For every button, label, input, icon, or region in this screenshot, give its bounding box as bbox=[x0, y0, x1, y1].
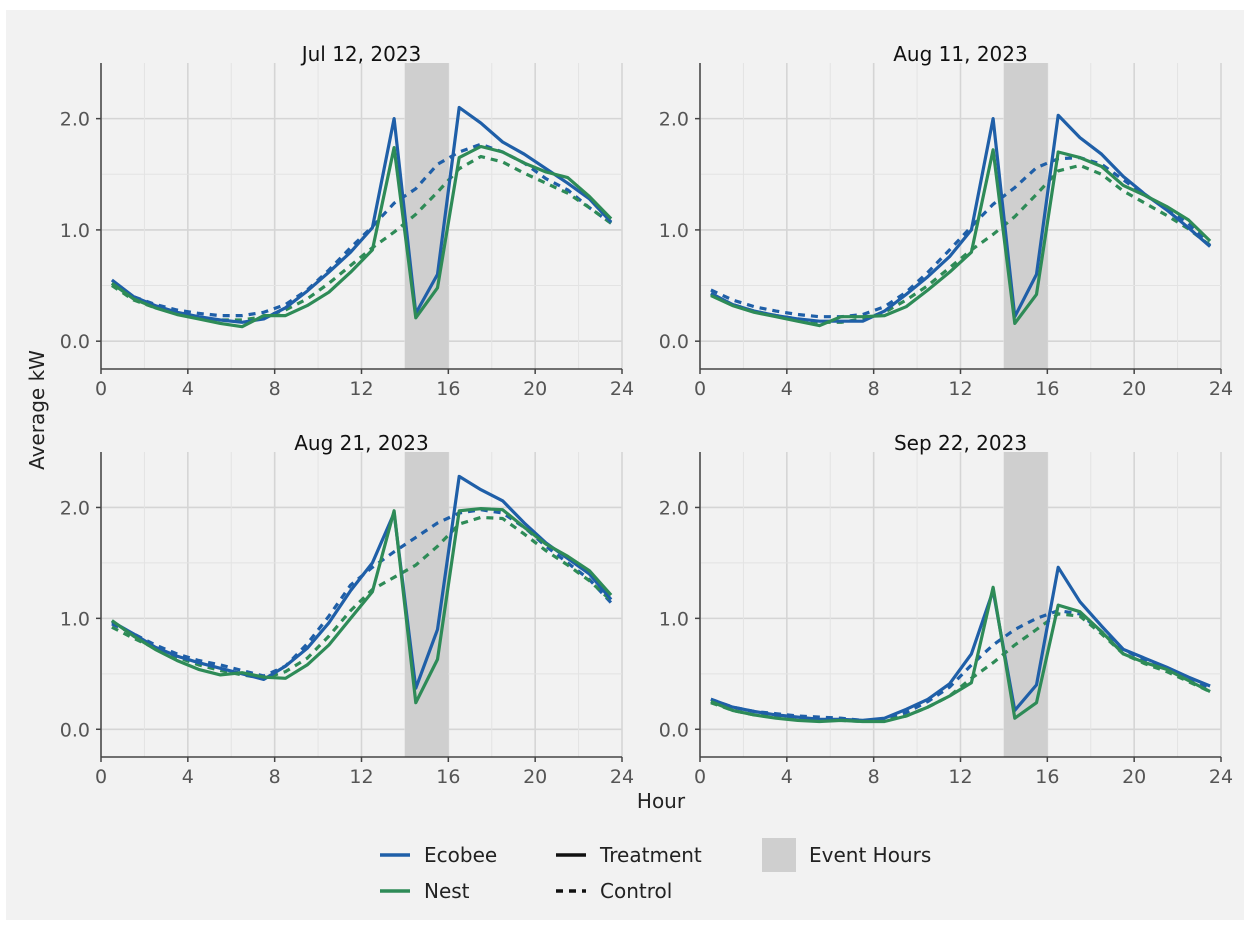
x-tick-label: 8 bbox=[269, 766, 281, 788]
legend-event-hours-swatch bbox=[762, 838, 796, 872]
x-tick-label: 0 bbox=[95, 766, 107, 788]
legend: Ecobee Nest Treatment Control Event Hour… bbox=[380, 838, 931, 903]
x-tick-label: 16 bbox=[436, 766, 460, 788]
y-tick-label: 2.0 bbox=[60, 497, 90, 519]
chart-panel-1: 0 4 8 12 16 20 24 0.0 1.0 2.0 Jul 12, 2023 bbox=[60, 42, 634, 400]
x-tick-label: 20 bbox=[523, 766, 547, 788]
x-tick-label: 16 bbox=[1035, 378, 1059, 400]
series-line-ecobee-treatment bbox=[111, 474, 613, 690]
chart-panels: 0 4 8 12 16 20 24 0.0 1.0 2.0 Jul 12, 2023 0 4 8 12 16 2… bbox=[60, 42, 1233, 788]
panel-title: Aug 21, 2023 bbox=[294, 431, 428, 455]
x-tick-label: 24 bbox=[610, 378, 634, 400]
series-line-nest-treatment bbox=[110, 507, 613, 705]
y-tick-label: 2.0 bbox=[60, 109, 90, 131]
legend-ecobee-label: Ecobee bbox=[424, 843, 497, 867]
y-axis-title: Average kW bbox=[25, 350, 49, 470]
chart-panel-2: 0 4 8 12 16 20 24 0.0 1.0 2.0 Aug 11, 2023 bbox=[659, 42, 1233, 400]
x-tick-label: 20 bbox=[1122, 378, 1146, 400]
x-tick-label: 20 bbox=[523, 378, 547, 400]
event-hours-band bbox=[1003, 63, 1048, 369]
series-line-nest-control bbox=[111, 515, 613, 680]
x-tick-label: 4 bbox=[182, 378, 194, 400]
x-tick-label: 4 bbox=[781, 378, 793, 400]
chart-panel-4: 0 4 8 12 16 20 24 0.0 1.0 2.0 Sep 22, 2023 bbox=[659, 431, 1233, 788]
x-axis-title: Hour bbox=[637, 789, 686, 813]
x-tick-label: 8 bbox=[868, 766, 880, 788]
series-line-nest-control bbox=[710, 163, 1212, 324]
panel-title: Sep 22, 2023 bbox=[894, 431, 1027, 455]
series-line-ecobee-control bbox=[710, 156, 1212, 319]
y-tick-label: 1.0 bbox=[659, 220, 689, 242]
x-tick-label: 24 bbox=[1209, 766, 1233, 788]
x-tick-label: 0 bbox=[694, 766, 706, 788]
y-tick-label: 0.0 bbox=[60, 331, 90, 353]
x-tick-label: 8 bbox=[269, 378, 281, 400]
x-tick-label: 24 bbox=[1209, 378, 1233, 400]
series-line-nest-control bbox=[111, 154, 613, 322]
panel-title: Aug 11, 2023 bbox=[893, 42, 1027, 66]
x-tick-label: 16 bbox=[1035, 766, 1059, 788]
legend-control-label: Control bbox=[600, 879, 672, 903]
legend-event-hours-label: Event Hours bbox=[809, 843, 931, 867]
x-tick-label: 12 bbox=[349, 378, 373, 400]
panel-title: Jul 12, 2023 bbox=[300, 42, 422, 66]
legend-nest-label: Nest bbox=[424, 879, 470, 903]
x-tick-label: 24 bbox=[610, 766, 634, 788]
x-tick-label: 0 bbox=[95, 378, 107, 400]
chart-panel-3: 0 4 8 12 16 20 24 0.0 1.0 2.0 Aug 21, 2023 bbox=[60, 431, 634, 788]
event-hours-band bbox=[1003, 452, 1048, 757]
y-tick-label: 2.0 bbox=[659, 109, 689, 131]
series-line-nest-treatment bbox=[710, 148, 1212, 328]
x-tick-label: 4 bbox=[182, 766, 194, 788]
y-tick-label: 0.0 bbox=[659, 331, 689, 353]
series-line-nest-treatment bbox=[710, 585, 1211, 724]
x-tick-label: 0 bbox=[694, 378, 706, 400]
y-tick-label: 1.0 bbox=[60, 220, 90, 242]
y-tick-label: 1.0 bbox=[659, 608, 689, 630]
x-tick-label: 12 bbox=[948, 766, 972, 788]
x-tick-label: 4 bbox=[781, 766, 793, 788]
series-line-ecobee-treatment bbox=[710, 565, 1211, 723]
series-line-nest-treatment bbox=[110, 144, 613, 329]
x-tick-label: 12 bbox=[948, 378, 972, 400]
x-tick-label: 16 bbox=[436, 378, 460, 400]
x-tick-label: 8 bbox=[868, 378, 880, 400]
x-tick-label: 20 bbox=[1122, 766, 1146, 788]
legend-treatment-label: Treatment bbox=[599, 843, 702, 867]
series-line-ecobee-treatment bbox=[710, 113, 1212, 323]
y-tick-label: 0.0 bbox=[60, 719, 90, 741]
series-line-ecobee-control bbox=[710, 608, 1211, 723]
y-tick-label: 0.0 bbox=[659, 719, 689, 741]
y-tick-label: 1.0 bbox=[60, 608, 90, 630]
series-line-ecobee-treatment bbox=[110, 105, 613, 324]
y-tick-label: 2.0 bbox=[659, 497, 689, 519]
x-tick-label: 12 bbox=[349, 766, 373, 788]
